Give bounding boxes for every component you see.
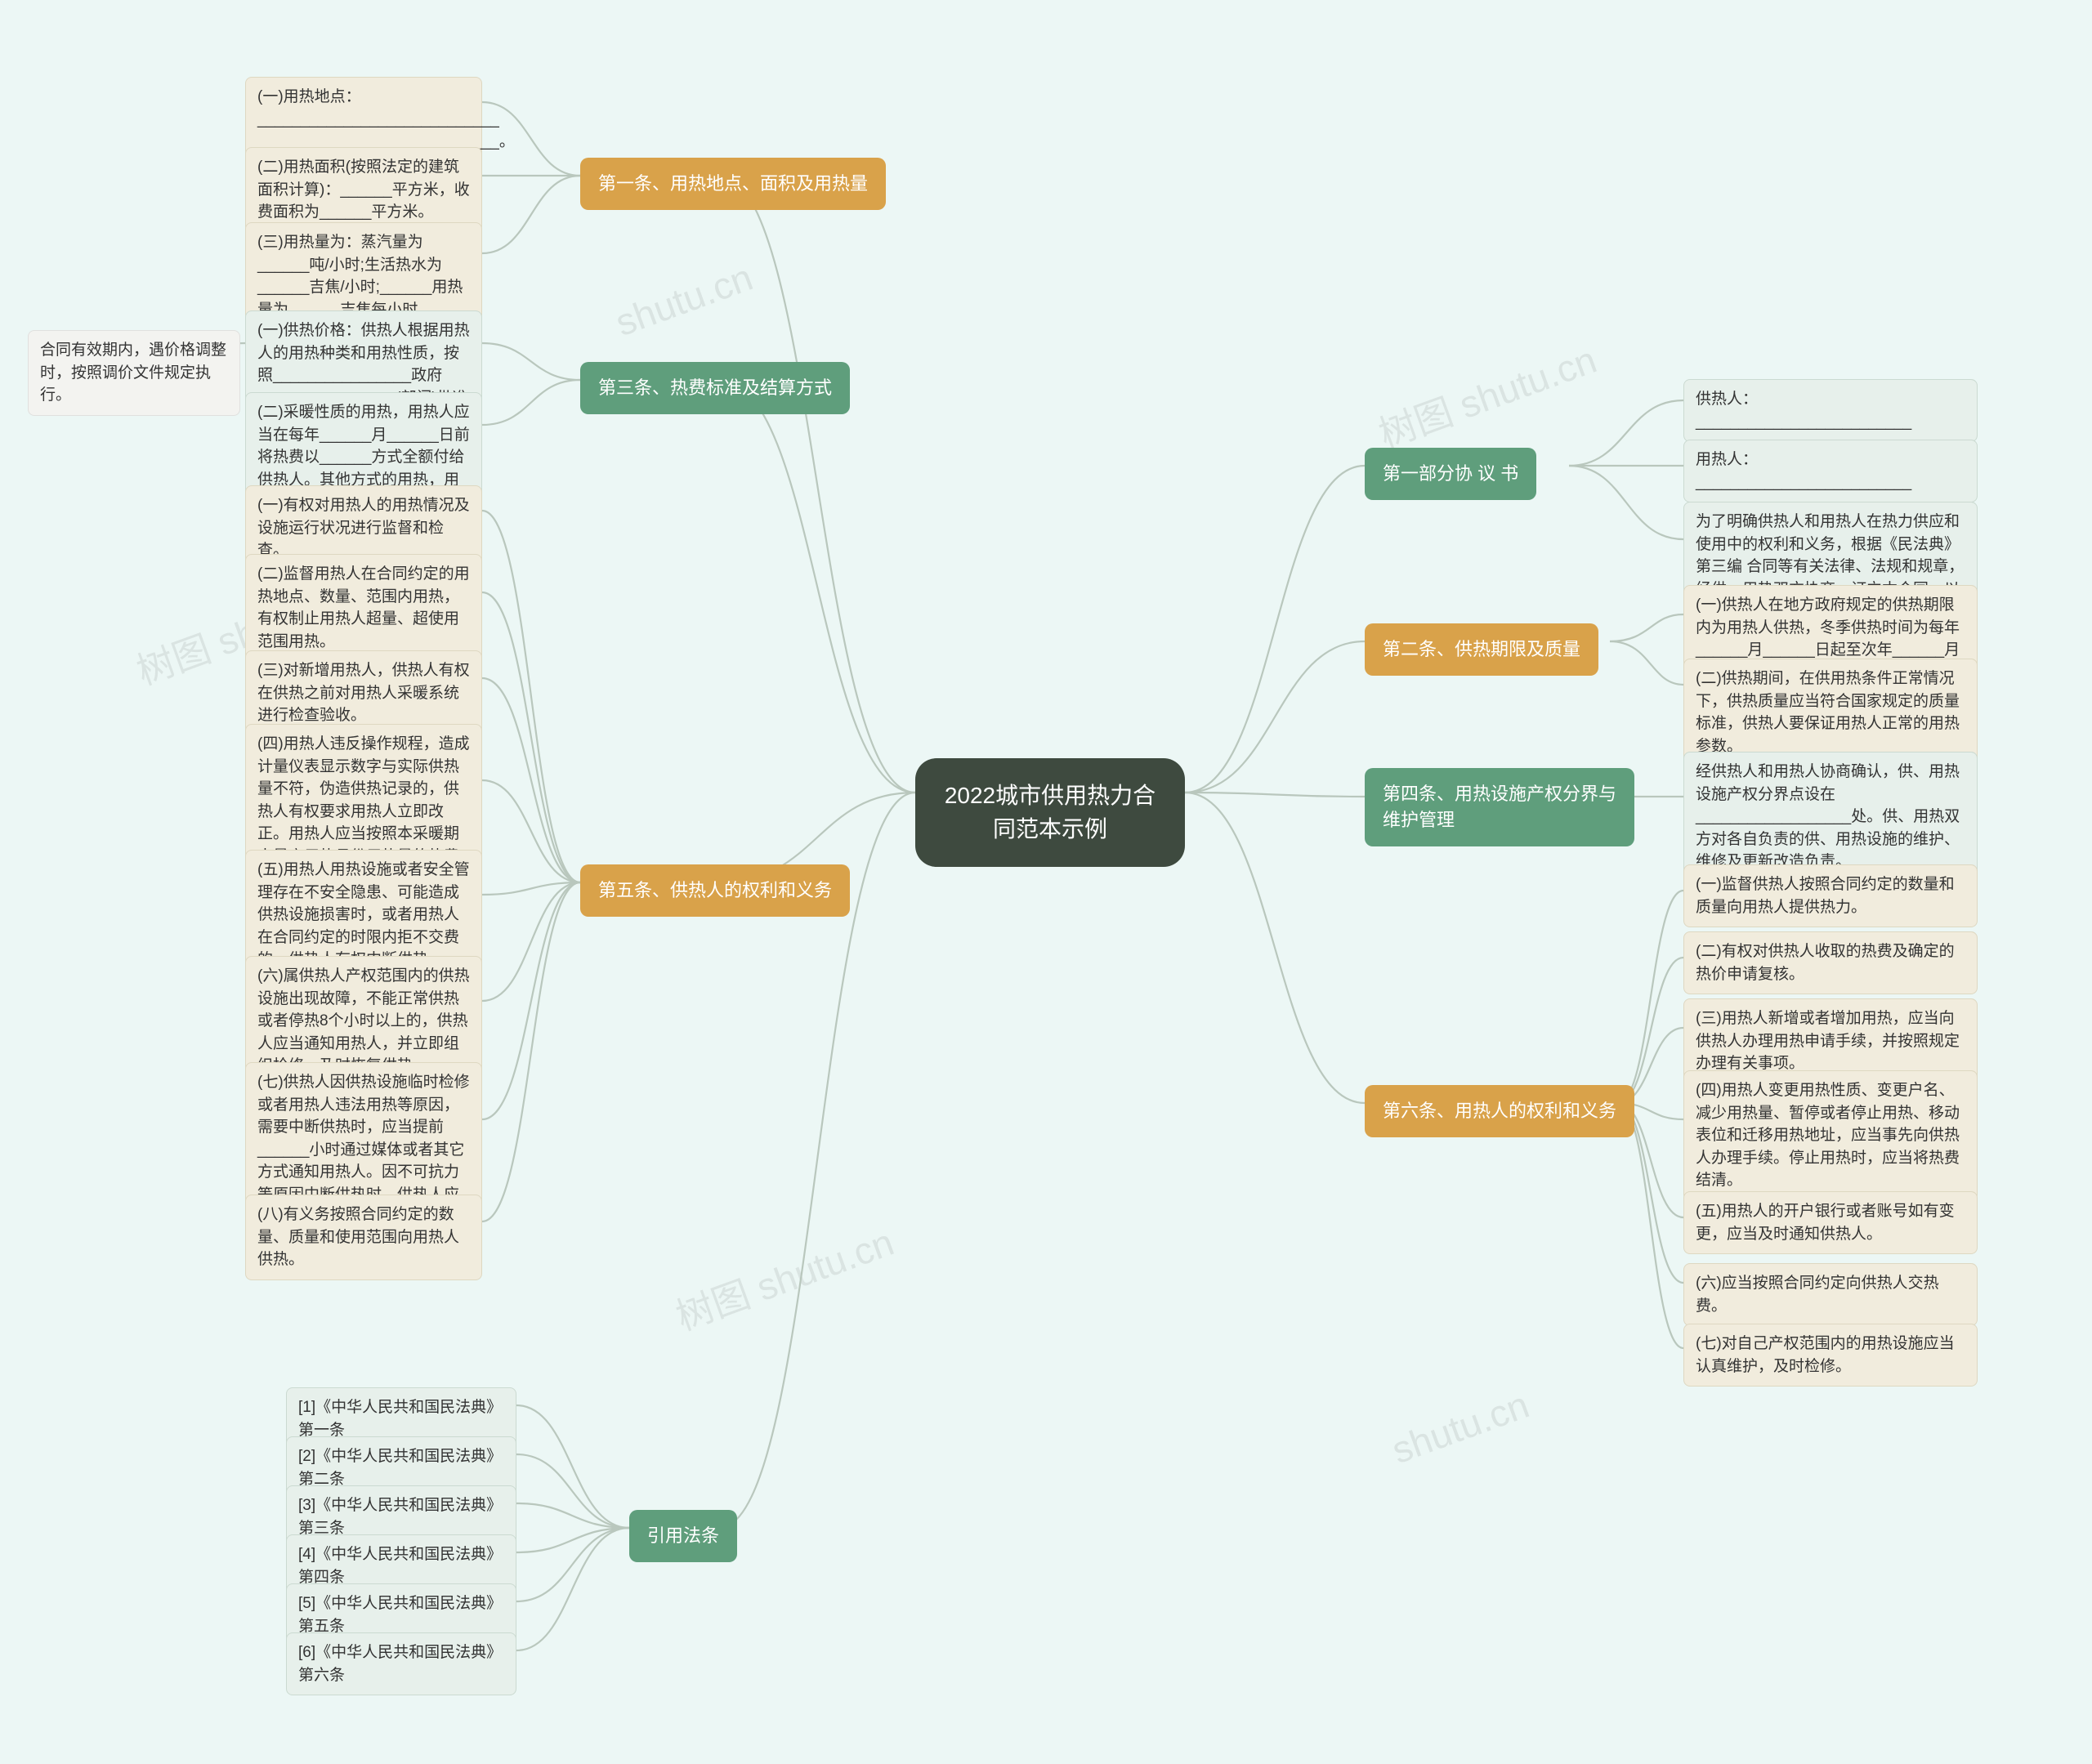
branch-part1: 第一部分协 议 书 xyxy=(1365,448,1536,500)
watermark: 树图 shutu.cn xyxy=(668,1212,900,1341)
leaf: (二)供热期间，在供用热条件正常情况下，供热质量应当符合国家规定的质量标准，供热… xyxy=(1683,659,1978,766)
watermark: shutu.cn xyxy=(1386,1382,1535,1472)
branch-art2: 第二条、供热期限及质量 xyxy=(1365,623,1598,676)
leaf: (八)有义务按照合同约定的数量、质量和使用范围向用热人供热。 xyxy=(245,1195,482,1280)
branch-art5: 第五条、供热人的权利和义务 xyxy=(580,864,850,917)
branch-art4: 第四条、用热设施产权分界与维护管理 xyxy=(1365,768,1634,846)
watermark: shutu.cn xyxy=(610,255,758,345)
branch-art6: 第六条、用热人的权利和义务 xyxy=(1365,1085,1634,1137)
watermark: 树图 shutu.cn xyxy=(1370,330,1603,458)
leaf: (一)监督供热人按照合同约定的数量和质量向用热人提供热力。 xyxy=(1683,864,1978,927)
leaf: (三)对新增用热人，供热人有权在供热之前对用热人采暖系统进行检查验收。 xyxy=(245,650,482,736)
leaf-sub: 合同有效期内，遇价格调整时，按照调价文件规定执行。 xyxy=(28,330,240,416)
branch-ref: 引用法条 xyxy=(629,1510,737,1562)
leaf: (七)对自己产权范围内的用热设施应当认真维护，及时检修。 xyxy=(1683,1324,1978,1387)
leaf: (二)有权对供热人收取的热费及确定的热价申请复核。 xyxy=(1683,931,1978,994)
leaf: 经供热人和用热人协商确认，供、用热设施产权分界点设在______________… xyxy=(1683,752,1978,882)
leaf: (二)监督用热人在合同约定的用热地点、数量、范围内用热，有权制止用热人超量、超使… xyxy=(245,554,482,662)
branch-art3: 第三条、热费标准及结算方式 xyxy=(580,362,850,414)
leaf: (二)用热面积(按照法定的建筑面积计算)：______平方米，收费面积为____… xyxy=(245,147,482,233)
leaf: [6]《中华人民共和国民法典》 第六条 xyxy=(286,1632,516,1695)
leaf: 用热人：_________________________ xyxy=(1683,440,1978,502)
leaf: (四)用热人变更用热性质、变更户名、减少用热量、暂停或者停止用热、移动表位和迁移… xyxy=(1683,1070,1978,1201)
center-node: 2022城市供用热力合同范本示例 xyxy=(915,758,1185,867)
leaf: (五)用热人的开户银行或者账号如有变更，应当及时通知供热人。 xyxy=(1683,1191,1978,1254)
branch-art1: 第一条、用热地点、面积及用热量 xyxy=(580,158,886,210)
leaf: (六)应当按照合同约定向供热人交热费。 xyxy=(1683,1263,1978,1326)
leaf: 供热人：_________________________ xyxy=(1683,379,1978,442)
